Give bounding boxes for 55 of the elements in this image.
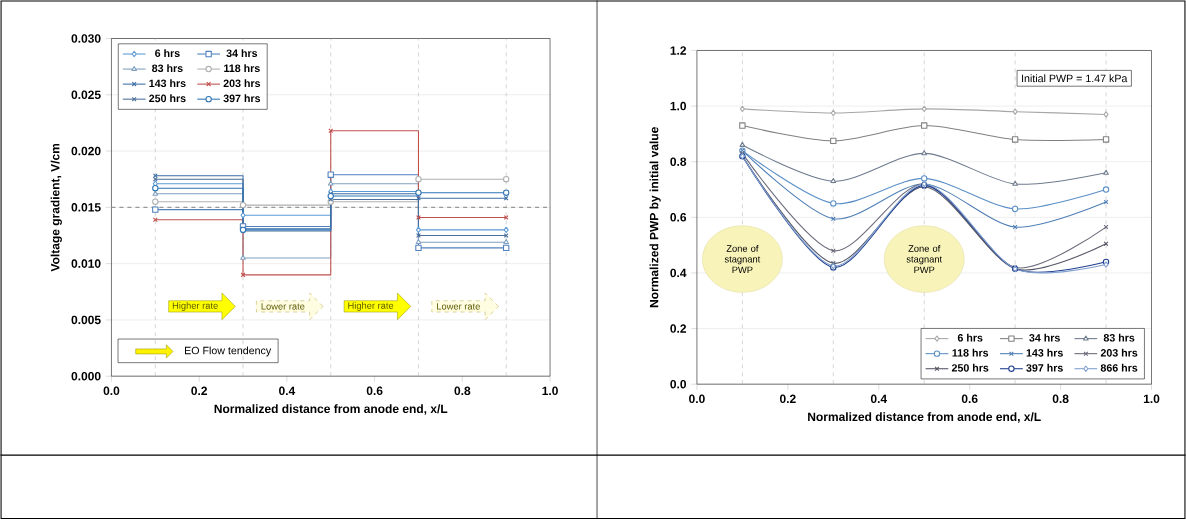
legend-label: 83 hrs [152,64,183,73]
x-tick-label: 0.2 [779,394,796,404]
x-tick-label: 1.0 [1143,394,1160,404]
x-tick-label: 0.4 [279,386,296,396]
legend-label: 118 hrs [952,349,989,357]
y-tick-label: 0.0 [670,380,687,389]
x-tick-label: 1.0 [542,386,558,396]
y-tick-label: 0.030 [71,34,101,43]
legend-label: 6 hrs [155,49,180,58]
legend-label: 6 hrs [957,333,983,342]
legend-label: 203 hrs [223,79,261,88]
y-tick-label: 1.0 [670,102,687,111]
x-tick-label: 0.4 [870,394,888,404]
annotation: Higher rate [172,302,218,311]
y-axis-title: Normalized PWP by initial value [649,127,661,308]
y-tick-label: 0.015 [71,203,101,212]
annotation: Zone of stagnant PWP [724,245,761,274]
x-tick-label: 0.0 [689,394,705,404]
y-tick-label: 0.6 [670,213,687,222]
annotation: EO Flow tendency [185,346,272,357]
annotation: Higher rate [348,302,394,311]
y-tick-label: 0.010 [71,259,101,269]
legend-label: 143 hrs [149,79,186,88]
y-axis-title: Voltage gradient, V/cm [50,144,62,272]
y-tick-label: 0.2 [670,324,687,334]
x-tick-label: 0.6 [366,386,383,396]
legend-label: 250 hrs [951,364,989,372]
legend-label: 250 hrs [149,94,186,103]
y-tick-label: 0.005 [71,315,101,325]
y-tick-label: 0.020 [71,147,101,156]
legend-label: 397 hrs [223,94,261,103]
annotation: Zone of stagnant PWP [906,245,943,274]
x-axis-title: Normalized distance from anode end, x/L [214,404,448,415]
legend-label: 34 hrs [1029,333,1060,342]
x-tick-label: 0.6 [961,394,978,404]
y-tick-label: 0.000 [71,372,101,381]
annotation: Initial PWP = 1.47 kPa [1022,74,1128,83]
x-tick-label: 0.8 [1052,394,1069,404]
legend-label: 203 hrs [1100,349,1138,357]
legend-label: 866 hrs [1100,364,1138,372]
legend-label: 83 hrs [1103,333,1135,342]
y-tick-label: 0.4 [670,268,687,278]
legend-label: 34 hrs [226,49,258,58]
legend-label: 397 hrs [1026,364,1063,372]
annotation: Lower rate [261,303,305,310]
x-tick-label: 0.8 [454,386,471,396]
legend-label: 118 hrs [224,64,260,73]
legend-label: 143 hrs [1026,349,1063,357]
annotation: Lower rate [437,303,480,310]
x-tick-label: 0.0 [103,386,120,396]
y-tick-label: 0.8 [670,157,687,167]
y-tick-label: 1.2 [670,46,687,55]
x-tick-label: 0.2 [191,386,208,396]
x-axis-title: Normalized distance from anode end, x/L [808,412,1041,423]
y-tick-label: 0.025 [71,90,101,100]
